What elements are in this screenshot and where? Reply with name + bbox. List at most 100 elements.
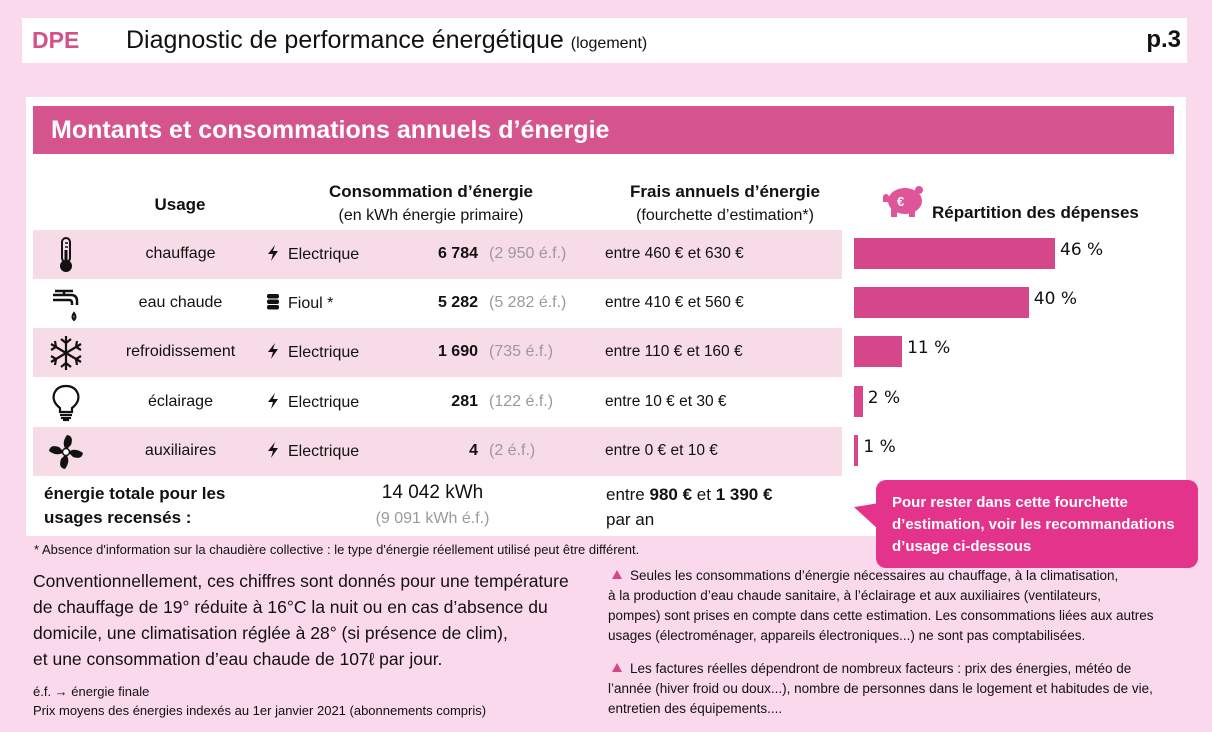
usage-label: chauffage — [145, 245, 216, 262]
consumption-value: 4 — [469, 441, 478, 459]
snowflake-icon — [47, 334, 85, 372]
final-energy-value: (5 282 é.f.) — [489, 294, 567, 312]
distribution-label: 40 % — [1033, 289, 1077, 310]
thermometer-icon — [47, 236, 85, 274]
footnote: * Absence d'information sur la chaudière… — [34, 542, 640, 557]
costs-range: entre 0 € et 10 € — [605, 441, 718, 459]
usage-label: auxiliaires — [144, 441, 217, 459]
document-title-text: Diagnostic de performance énergétique — [126, 26, 564, 54]
conventions-line: et une consommation d’eau chaude de 107ℓ… — [33, 649, 443, 669]
usage-label: refroidissement — [125, 343, 236, 361]
total-costs-min: 980 € — [649, 485, 693, 504]
final-energy-value: (735 é.f.) — [489, 343, 554, 361]
bolt-icon — [266, 392, 280, 409]
note-line: Les factures réelles dépendront de nombr… — [630, 661, 1132, 676]
document-header: DPE Diagnostic de performance énergétiqu… — [22, 18, 1187, 63]
bolt-icon — [266, 441, 280, 458]
distribution-title: Répartition des dépenses — [932, 203, 1139, 222]
page-number: p.3 — [1146, 26, 1181, 53]
conventions-line: Conventionnellement, ces chiffres sont d… — [33, 571, 569, 591]
distribution-bar — [854, 336, 903, 368]
total-label: énergie totale pour les usages recensés … — [44, 482, 225, 530]
column-subheader-costs: (fourchette d’estimation*) — [636, 207, 814, 224]
distribution-bar — [854, 434, 859, 466]
energy-type: Fioul * — [266, 294, 333, 313]
column-header-consumption: Consommation d’énergie — [328, 182, 534, 201]
energy-type: Electrique — [266, 441, 360, 461]
total-final-energy: (9 091 kWh é.f.) — [375, 510, 490, 527]
energy-type-label: Electrique — [288, 344, 360, 362]
prices-note: Prix moyens des énergies indexés au 1er … — [33, 703, 487, 718]
final-energy-value: (2 950 é.f.) — [489, 245, 567, 262]
energy-type-label: Electrique — [288, 393, 360, 411]
recommendation-callout: Pour rester dans cette fourchette d’esti… — [876, 480, 1198, 568]
total-label-line2: usages recensés : — [44, 508, 192, 527]
note-line: l’année (hiver froid ou doux...), nombre… — [608, 681, 1153, 696]
note-scope: Seules les consommations d’énergie néces… — [608, 566, 1154, 646]
distribution-label: 1 % — [863, 436, 896, 457]
note-bills: Les factures réelles dépendront de nombr… — [608, 659, 1153, 719]
consumption-value: 6 784 — [437, 245, 478, 262]
total-costs-mid: et — [696, 485, 711, 504]
energy-type-label: Electrique — [288, 246, 360, 263]
bolt-icon — [266, 343, 280, 360]
consumption-value: 5 282 — [437, 294, 478, 312]
table-row: éclairage Electrique 281 (122 é.f.) entre 10… — [33, 378, 842, 427]
lightbulb-icon — [47, 384, 85, 422]
table-row: eau chaude Fioul * 5 282 (5 282 é.f.) entre … — [33, 279, 842, 328]
costs-range: entre 10 € et 30 € — [605, 392, 727, 410]
total-consumption: 14 042 kWh — [381, 482, 484, 503]
conventions-line: domicile, une climatisation réglée à 28°… — [33, 623, 508, 643]
note-line: à la production d’eau chaude sanitaire, … — [608, 588, 1102, 603]
total-label-line1: énergie totale pour les — [44, 484, 226, 503]
column-subheader-consumption: (en kWh énergie primaire) — [338, 207, 524, 224]
total-costs: entre 980 € et 1 390 € par an — [606, 482, 772, 532]
distribution-bar — [854, 385, 863, 417]
total-costs-prefix: entre — [606, 485, 645, 504]
energy-type: Electrique — [266, 245, 359, 264]
conventions-line: de chauffage de 19° réduite à 16°C la nu… — [33, 597, 548, 617]
note-line: pompes) sont prises en compte dans cette… — [608, 608, 1154, 623]
warning-icon — [612, 663, 622, 672]
total-costs-max: 1 390 € — [715, 485, 773, 504]
document-title: Diagnostic de performance énergétique (l… — [126, 26, 647, 55]
note-line: usages (électroménager, appareils électr… — [608, 628, 1086, 643]
table-row: auxiliaires Electrique 4 (2 é.f.) entre 0 € … — [33, 426, 842, 476]
consumption-value: 1 690 — [437, 343, 478, 361]
energy-type-label: Fioul * — [288, 295, 334, 313]
section-header: Montants et consommations annuels d’éner… — [33, 106, 1174, 154]
callout-line3: d’usage ci-dessous — [892, 538, 1032, 555]
callout-line2: d’estimation, voir les recommandations — [892, 516, 1175, 533]
warning-icon — [612, 570, 622, 579]
column-header-costs: Frais annuels d’énergie — [630, 182, 820, 201]
note-line: entretien des équipements.... — [608, 701, 783, 716]
costs-range: entre 110 € et 160 € — [605, 343, 743, 361]
distribution-label: 46 % — [1060, 240, 1104, 260]
conventions-paragraph: Conventionnellement, ces chiffres sont d… — [33, 568, 569, 672]
ef-definition: é.f. → énergie finale — [33, 684, 150, 699]
distribution-label: 11 % — [907, 338, 951, 359]
barrel-icon — [266, 294, 280, 310]
consumption-value: 281 — [451, 392, 478, 410]
callout-line1: Pour rester dans cette fourchette — [892, 494, 1128, 511]
energy-type: Electrique — [266, 392, 360, 412]
final-energy-value: (122 é.f.) — [489, 392, 554, 410]
bolt-icon — [266, 245, 280, 261]
table-row: refroidissement Electrique 1 690 (735 é.f.)… — [33, 328, 842, 378]
final-energy-value: (2 é.f.) — [489, 441, 536, 459]
distribution-label: 2 % — [867, 387, 901, 408]
faucet-icon — [47, 285, 85, 323]
costs-range: entre 410 € et 560 € — [605, 294, 744, 312]
energy-type: Electrique — [266, 343, 359, 362]
piggy-bank-icon: € — [883, 185, 923, 217]
document-subtitle: (logement) — [570, 35, 648, 52]
note-line: Seules les consommations d’énergie néces… — [630, 568, 1119, 583]
usage-label: éclairage — [148, 392, 213, 410]
section-title: Montants et consommations annuels d’éner… — [51, 116, 610, 144]
usage-label: eau chaude — [138, 294, 223, 312]
distribution-bar — [854, 287, 1029, 319]
energy-type-label: Electrique — [288, 442, 360, 460]
costs-range: entre 460 € et 630 € — [605, 245, 744, 262]
dpe-badge: DPE — [32, 27, 80, 53]
fan-icon — [47, 433, 85, 471]
